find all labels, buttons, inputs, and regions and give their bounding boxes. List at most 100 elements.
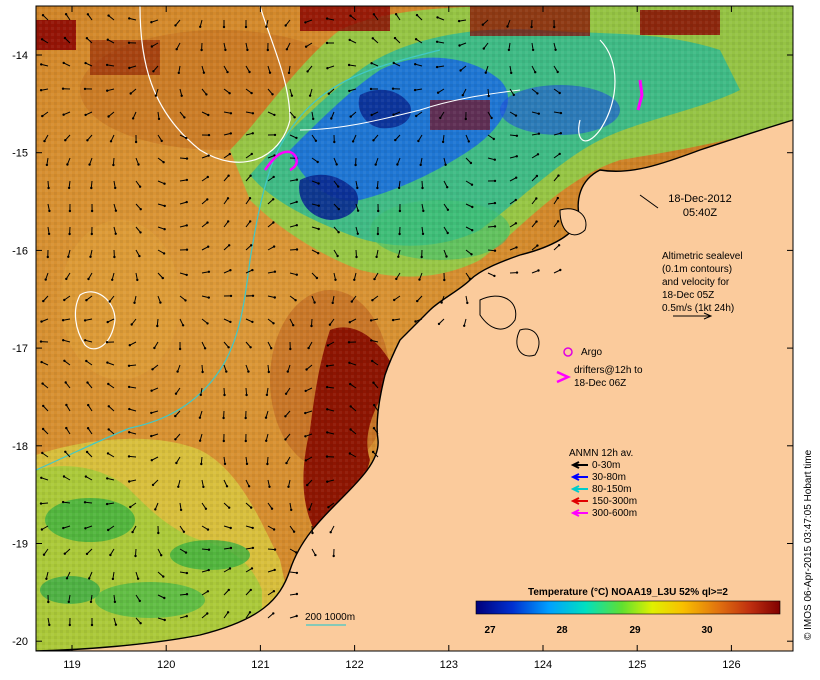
velocity-arrowhead <box>304 21 307 24</box>
velocity-arrowhead <box>163 596 166 600</box>
velocity-arrowhead <box>471 205 474 209</box>
velocity-arrowhead <box>48 623 51 627</box>
velocity-arrowhead <box>61 500 65 504</box>
altimetry-line: 0.5m/s (1kt 24h) <box>662 303 734 314</box>
colorbar: Temperature (°C) NOAA19_L3U 52% ql>=2 27… <box>475 587 781 636</box>
velocity-arrowhead <box>514 198 517 202</box>
velocity-arrowhead <box>222 439 225 443</box>
velocity-arrowhead <box>136 577 140 580</box>
velocity-arrowhead <box>305 368 308 371</box>
velocity-arrowhead <box>160 554 163 557</box>
velocity-arrowhead <box>287 71 291 75</box>
velocity-arrowhead <box>206 198 209 201</box>
altimetry-legend: Altimetric sealevel (0.1m contours) and … <box>662 251 743 320</box>
island <box>516 328 540 357</box>
velocity-arrowhead <box>185 136 188 140</box>
velocity-arrowhead <box>62 113 65 116</box>
sealevel-contour <box>578 39 616 142</box>
velocity-arrowhead <box>41 114 44 118</box>
velocity-arrowhead <box>139 208 142 211</box>
velocity-arrowhead <box>515 246 518 249</box>
velocity-arrowhead <box>469 161 473 165</box>
velocity-arrowhead <box>356 186 359 190</box>
coastline <box>36 119 793 651</box>
velocity-arrowhead <box>468 277 472 280</box>
velocity-arrowhead <box>510 71 513 75</box>
velocity-arrowhead <box>286 370 289 373</box>
velocity-arrowhead <box>273 270 277 273</box>
velocity-arrowhead <box>536 92 539 95</box>
velocity-arrowhead <box>458 44 461 47</box>
velocity-arrowhead <box>373 277 376 281</box>
velocity-arrowhead <box>349 405 352 408</box>
velocity-arrowhead <box>107 405 111 408</box>
velocity-arrowhead <box>534 71 537 74</box>
velocity-arrowhead <box>39 502 43 505</box>
velocity-arrowhead <box>395 277 398 281</box>
velocity-arrowhead <box>86 139 89 142</box>
velocity-arrowhead <box>163 228 166 231</box>
anmn-depth-label: 30-80m <box>592 472 626 483</box>
velocity-arrowhead <box>128 407 131 411</box>
velocity-arrowhead <box>182 530 186 533</box>
velocity-arrowhead <box>111 278 114 281</box>
velocity-arrowhead <box>154 94 158 97</box>
velocity-arrowhead <box>228 506 231 509</box>
date-leader-line <box>639 194 659 209</box>
velocity-arrowhead <box>228 244 231 247</box>
velocity-arrowhead <box>112 163 115 167</box>
velocity-arrowhead <box>414 62 417 66</box>
velocity-arrowhead <box>85 552 89 556</box>
velocity-arrowhead <box>470 253 473 256</box>
velocity-arrowhead <box>205 93 208 96</box>
velocity-arrowhead <box>106 452 110 455</box>
credit-text: © IMOS 06-Apr-2015 03:47:05 Hobart time <box>803 449 814 640</box>
velocity-arrowhead <box>394 13 398 16</box>
velocity-arrowhead <box>553 25 556 29</box>
velocity-arrowhead <box>40 38 44 41</box>
velocity-arrowhead <box>272 528 276 531</box>
velocity-arrowhead <box>515 155 518 158</box>
argo-marker-icon <box>563 347 573 357</box>
velocity-arrowhead <box>290 94 294 97</box>
velocity-arrowhead <box>444 163 447 166</box>
velocity-arrowhead <box>306 483 309 487</box>
velocity-arrowhead <box>371 359 374 363</box>
velocity-arrowhead <box>68 209 72 213</box>
velocity-arrowhead <box>304 389 307 393</box>
velocity-arrowhead <box>83 87 87 91</box>
velocity-arrowhead <box>106 477 109 480</box>
velocity-arrowhead <box>326 480 329 483</box>
velocity-arrowhead <box>490 116 493 120</box>
velocity-arrowhead <box>227 346 230 349</box>
velocity-arrowhead <box>391 87 395 90</box>
velocity-arrowhead <box>128 480 131 483</box>
velocity-arrowhead <box>44 278 47 281</box>
velocity-arrowhead <box>65 577 69 580</box>
velocity-arrowhead <box>558 91 561 95</box>
velocity-arrowhead <box>185 224 188 227</box>
velocity-arrowhead <box>512 93 515 97</box>
velocity-arrowhead <box>273 568 276 572</box>
velocity-arrowhead <box>325 385 329 389</box>
colorbar-tick: 28 <box>556 625 568 636</box>
velocity-arrowhead <box>106 320 109 324</box>
velocity-arrowhead <box>265 393 269 397</box>
velocity-arrowhead <box>62 526 65 530</box>
velocity-arrowhead <box>272 175 275 179</box>
velocity-arrowhead <box>349 382 352 386</box>
velocity-arrowhead <box>62 475 66 478</box>
velocity-arrowhead <box>185 157 189 160</box>
velocity-arrowhead <box>223 462 227 466</box>
y-tick-label: -15 <box>12 148 28 160</box>
velocity-arrowhead <box>348 361 351 364</box>
velocity-arrowhead <box>206 322 209 325</box>
velocity-arrowhead <box>326 408 329 411</box>
velocity-arrowhead <box>136 278 139 282</box>
altimetry-line: and velocity for <box>662 277 730 288</box>
velocity-arrowhead <box>446 208 450 211</box>
isobath-200m <box>36 49 441 471</box>
drifter-line: 18-Dec 06Z <box>574 378 626 389</box>
velocity-arrowhead <box>285 461 288 465</box>
velocity-arrowhead <box>249 588 252 592</box>
